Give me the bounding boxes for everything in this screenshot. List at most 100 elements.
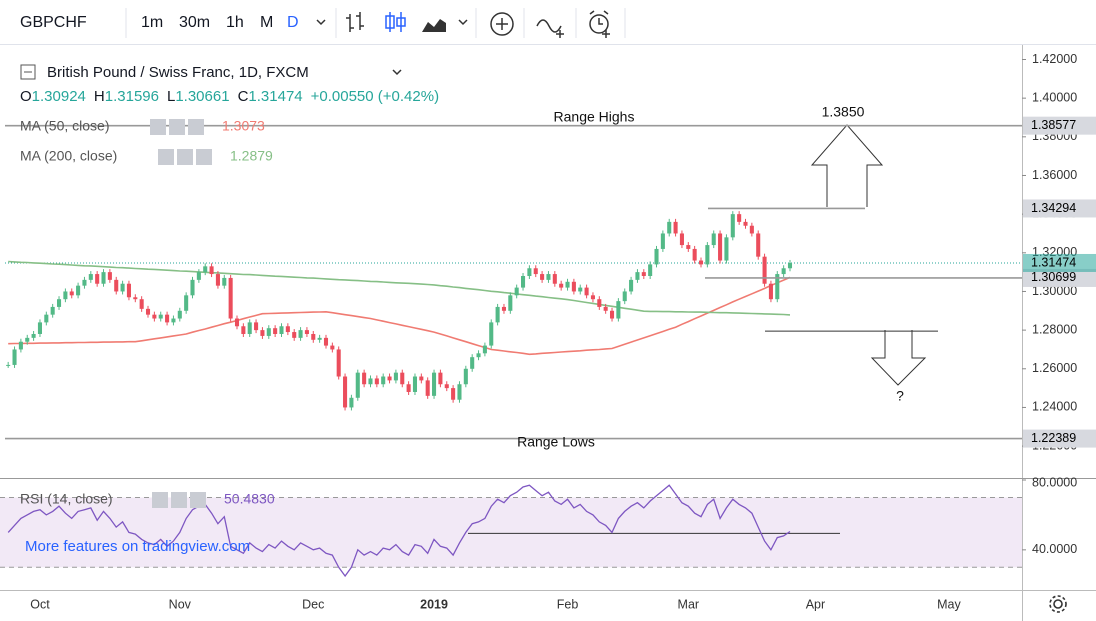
candle bbox=[679, 233, 684, 246]
price-tag bbox=[1023, 268, 1096, 287]
y-tick-label: 1.30000 bbox=[1032, 284, 1077, 298]
candle bbox=[781, 268, 786, 275]
candle bbox=[298, 330, 303, 338]
candle bbox=[482, 345, 487, 354]
y-tick-label: 1.42000 bbox=[1032, 52, 1077, 66]
ohlc-value: 1.30661 bbox=[175, 88, 229, 105]
candle bbox=[107, 272, 112, 280]
indicator-button[interactable] bbox=[171, 492, 187, 508]
candle bbox=[768, 283, 773, 300]
candle bbox=[12, 349, 17, 365]
candle bbox=[419, 376, 424, 381]
candle bbox=[438, 372, 443, 385]
candle bbox=[508, 295, 513, 311]
dropdown-icon[interactable] bbox=[458, 19, 468, 26]
indicator-value: 50.4830 bbox=[224, 491, 275, 507]
candle bbox=[616, 301, 621, 319]
watermark[interactable]: More features on tradingview.com bbox=[25, 538, 250, 555]
alert-icon[interactable] bbox=[589, 10, 610, 38]
candle bbox=[254, 322, 259, 331]
x-tick-label: May bbox=[937, 597, 961, 611]
interval[interactable]: D bbox=[287, 14, 299, 31]
candle bbox=[400, 372, 405, 385]
interval[interactable]: 30m bbox=[179, 14, 210, 31]
x-tick-label: Oct bbox=[30, 597, 50, 611]
candle bbox=[241, 326, 246, 334]
candle bbox=[69, 291, 74, 296]
candle bbox=[787, 262, 793, 269]
candle bbox=[203, 266, 208, 273]
indicator-button[interactable] bbox=[169, 119, 185, 135]
indicators-icon[interactable] bbox=[536, 19, 564, 38]
candle bbox=[50, 306, 55, 315]
candle bbox=[196, 272, 201, 280]
change: +0.00550 (+0.42%) bbox=[311, 88, 439, 105]
candle bbox=[406, 384, 411, 392]
candle bbox=[82, 279, 87, 286]
indicator-value: 1.2879 bbox=[230, 148, 273, 164]
indicator-button[interactable] bbox=[158, 149, 174, 165]
dropdown-icon[interactable] bbox=[316, 19, 326, 26]
collapse-icon[interactable] bbox=[20, 64, 36, 80]
indicator-button[interactable] bbox=[150, 119, 166, 135]
candle bbox=[546, 274, 551, 280]
candle bbox=[622, 291, 627, 302]
candle bbox=[762, 256, 767, 284]
candle bbox=[18, 341, 23, 350]
bars-icon[interactable] bbox=[346, 12, 364, 32]
indicator-button[interactable] bbox=[152, 492, 168, 508]
indicator-name[interactable]: RSI (14, close) bbox=[20, 491, 113, 507]
candle bbox=[292, 332, 297, 338]
candle bbox=[393, 372, 398, 381]
candle bbox=[381, 376, 386, 385]
annotation: Range Highs bbox=[554, 109, 635, 125]
candle bbox=[565, 281, 570, 288]
compare-icon[interactable] bbox=[490, 12, 514, 36]
candle bbox=[698, 260, 704, 265]
indicator-button[interactable] bbox=[188, 119, 204, 135]
price-tag-label: 1.30699 bbox=[1031, 270, 1076, 284]
annotation: ? bbox=[896, 388, 904, 404]
indicator-value: 1.3073 bbox=[222, 118, 265, 134]
candle bbox=[463, 368, 468, 385]
indicator-name[interactable]: MA (200, close) bbox=[20, 148, 117, 164]
candle bbox=[139, 299, 144, 309]
candle bbox=[101, 272, 106, 284]
candle bbox=[323, 337, 329, 346]
candle bbox=[37, 322, 42, 334]
dropdown-icon[interactable] bbox=[392, 69, 402, 76]
candle bbox=[432, 372, 437, 396]
area-icon[interactable] bbox=[422, 19, 446, 32]
interval[interactable]: 1m bbox=[141, 14, 163, 31]
settings-icon[interactable] bbox=[1049, 595, 1067, 613]
price-tag-label: 1.34294 bbox=[1031, 201, 1076, 215]
candle bbox=[317, 337, 322, 340]
interval[interactable]: M bbox=[260, 14, 273, 31]
y-tick-label: 1.26000 bbox=[1032, 361, 1077, 375]
candle bbox=[260, 330, 265, 336]
rsi-band bbox=[0, 497, 1022, 568]
indicator-button[interactable] bbox=[177, 149, 193, 165]
chart-title: British Pound / Swiss Franc, 1D, FXCM bbox=[47, 64, 309, 81]
indicator-button[interactable] bbox=[190, 492, 206, 508]
ohlc-value: 1.31596 bbox=[105, 88, 159, 105]
price-tag bbox=[1023, 253, 1096, 272]
x-tick-label: Dec bbox=[302, 597, 324, 611]
x-tick-label: 2019 bbox=[420, 597, 448, 611]
candle bbox=[6, 364, 11, 366]
candles-icon[interactable] bbox=[385, 12, 406, 32]
x-tick-label: Nov bbox=[169, 597, 192, 611]
y-tick-label: 1.28000 bbox=[1032, 322, 1077, 336]
candle bbox=[88, 274, 93, 280]
candle bbox=[635, 272, 640, 280]
indicator-name[interactable]: MA (50, close) bbox=[20, 118, 109, 134]
candle bbox=[44, 314, 49, 323]
candle bbox=[578, 287, 583, 292]
candle bbox=[330, 345, 335, 350]
indicator-button[interactable] bbox=[196, 149, 212, 165]
candle bbox=[718, 233, 723, 261]
candle bbox=[425, 380, 430, 396]
interval[interactable]: 1h bbox=[226, 14, 244, 31]
symbol[interactable]: GBPCHF bbox=[20, 14, 87, 31]
moving-average bbox=[8, 260, 791, 316]
